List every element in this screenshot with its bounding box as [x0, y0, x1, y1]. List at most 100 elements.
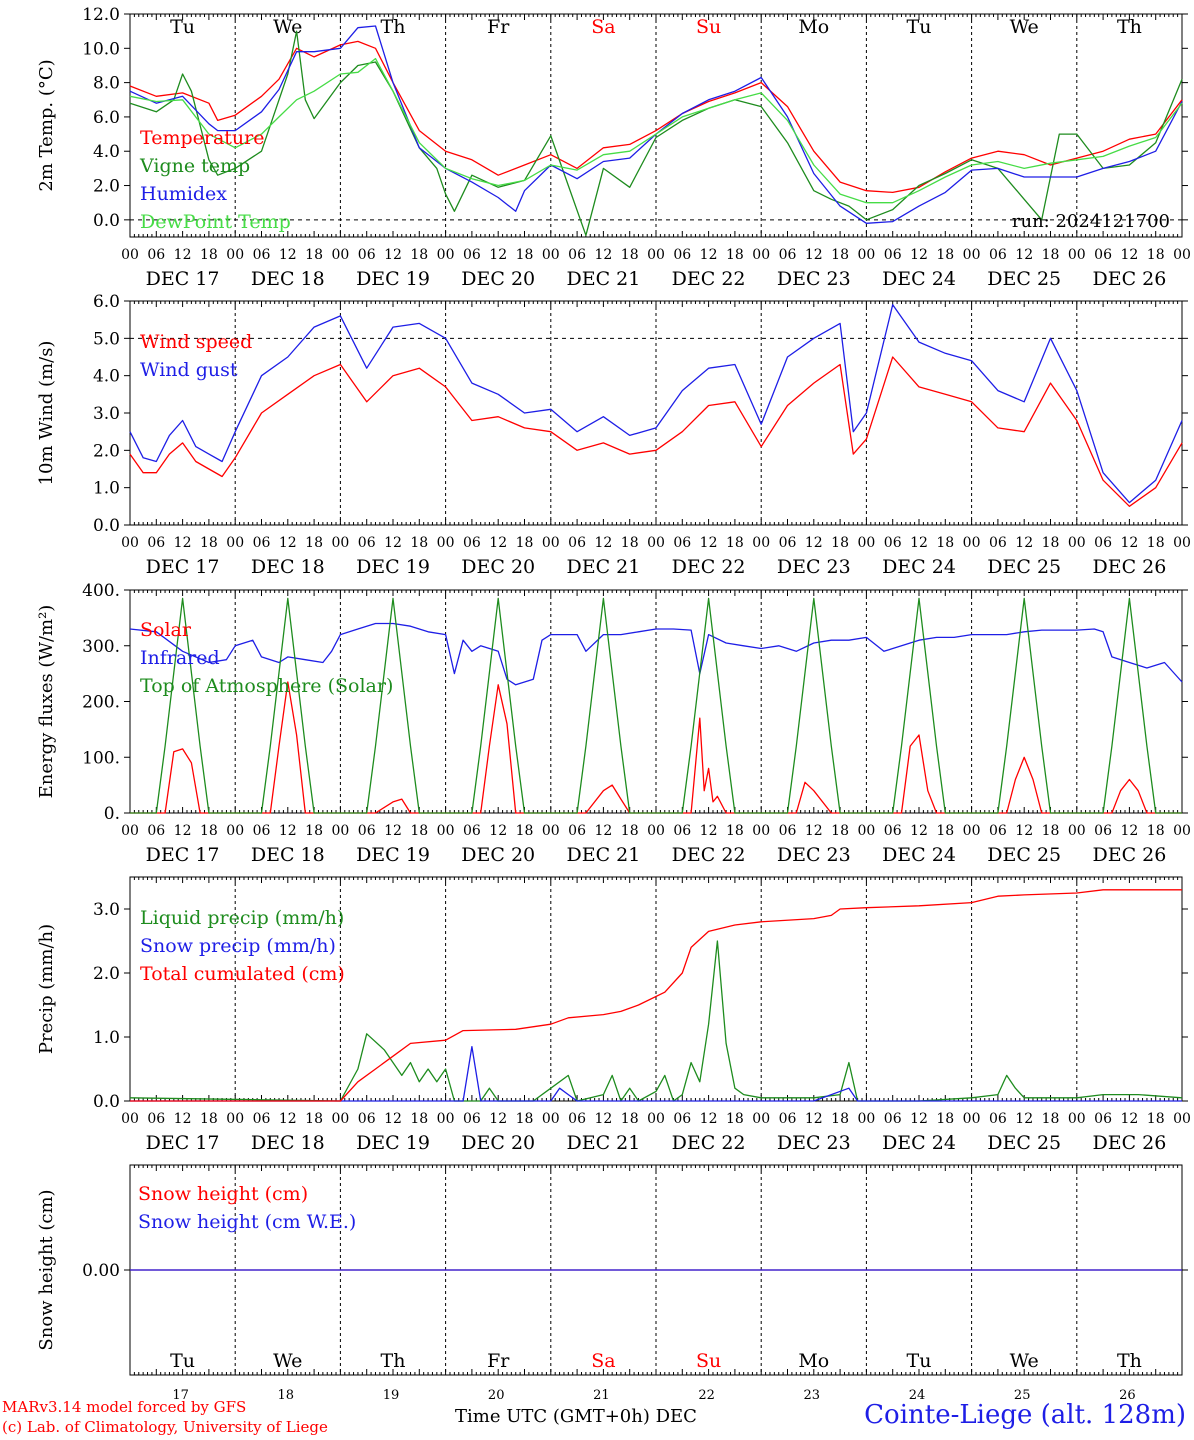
weekday-label: We — [273, 16, 302, 38]
series-line — [130, 597, 1182, 814]
series-line — [129, 940, 1183, 1102]
x-tick-label: 00 — [1173, 823, 1191, 839]
day-label: DEC 17 — [146, 268, 220, 290]
x-tick-label: 00 — [542, 535, 560, 551]
weekday-label: We — [1010, 16, 1039, 38]
day-label: DEC 21 — [566, 268, 640, 290]
legend-entry: Wind gust — [140, 359, 238, 381]
x-tick-label: 00 — [331, 1111, 349, 1127]
weekday-label: Th — [381, 16, 406, 38]
x-tick-label: 06 — [463, 247, 481, 263]
x-tick-label: 00 — [1173, 1111, 1191, 1127]
weekday-label: Fr — [487, 1350, 510, 1372]
day-number-label: 18 — [278, 1388, 295, 1403]
x-tick-label: 12 — [1015, 247, 1033, 263]
x-tick-label: 06 — [463, 535, 481, 551]
day-label: DEC 18 — [251, 268, 325, 290]
x-tick-label: 00 — [857, 823, 875, 839]
x-tick-label: 18 — [200, 247, 218, 263]
y-tick-label: 8.0 — [93, 74, 120, 94]
day-label: DEC 18 — [251, 556, 325, 578]
x-tick-label: 00 — [331, 823, 349, 839]
x-tick-label: 12 — [805, 823, 823, 839]
x-tick-label: 06 — [989, 247, 1007, 263]
x-tick-label: 18 — [936, 1111, 954, 1127]
day-label: DEC 20 — [461, 556, 535, 578]
x-tick-label: 00 — [752, 1111, 770, 1127]
x-tick-label: 00 — [857, 1111, 875, 1127]
day-number-label: 22 — [698, 1388, 715, 1403]
x-tick-label: 00 — [437, 1111, 455, 1127]
day-label: DEC 22 — [672, 1132, 746, 1154]
x-tick-label: 18 — [621, 247, 639, 263]
x-tick-label: 00 — [226, 1111, 244, 1127]
x-tick-label: 18 — [726, 1111, 744, 1127]
legend-entry: Infrared — [140, 647, 220, 669]
x-tick-label: 12 — [1120, 247, 1138, 263]
x-tick-label: 18 — [621, 823, 639, 839]
x-tick-label: 18 — [621, 535, 639, 551]
x-tick-label: 12 — [700, 1111, 718, 1127]
y-tick-label: 3.0 — [93, 900, 120, 920]
x-tick-label: 18 — [305, 535, 323, 551]
x-tick-label: 00 — [1068, 535, 1086, 551]
series-line — [129, 40, 1183, 194]
day-label: DEC 18 — [251, 844, 325, 866]
x-tick-label: 06 — [673, 247, 691, 263]
day-label: DEC 26 — [1092, 844, 1166, 866]
x-tick-label: 06 — [884, 1111, 902, 1127]
x-tick-label: 12 — [489, 535, 507, 551]
x-tick-label: 00 — [647, 1111, 665, 1127]
day-label: DEC 18 — [251, 1132, 325, 1154]
day-label: DEC 23 — [777, 556, 851, 578]
day-label: DEC 25 — [987, 556, 1061, 578]
day-label: DEC 22 — [672, 556, 746, 578]
weekday-label: We — [273, 1350, 302, 1372]
weekday-label: Tu — [170, 1350, 195, 1372]
day-label: DEC 25 — [987, 268, 1061, 290]
x-tick-label: 18 — [410, 247, 428, 263]
x-tick-label: 06 — [358, 823, 376, 839]
day-label: DEC 26 — [1092, 268, 1166, 290]
x-tick-label: 00 — [963, 535, 981, 551]
day-label: DEC 19 — [356, 268, 430, 290]
x-tick-label: 06 — [568, 247, 586, 263]
x-tick-label: 12 — [384, 535, 402, 551]
x-tick-label: 18 — [410, 823, 428, 839]
series-line — [129, 25, 1183, 224]
x-tick-label: 00 — [1173, 535, 1191, 551]
x-tick-label: 00 — [857, 247, 875, 263]
x-tick-label: 06 — [1094, 1111, 1112, 1127]
x-tick-label: 00 — [121, 1111, 139, 1127]
day-label: DEC 25 — [987, 1132, 1061, 1154]
x-tick-label: 06 — [253, 535, 271, 551]
y-tick-label: 2.0 — [93, 177, 120, 197]
x-tick-label: 12 — [1120, 535, 1138, 551]
x-tick-label: 12 — [489, 1111, 507, 1127]
series-line — [129, 30, 1183, 236]
x-tick-label: 00 — [647, 247, 665, 263]
x-tick-label: 00 — [437, 247, 455, 263]
x-tick-label: 00 — [1068, 247, 1086, 263]
day-number-label: 23 — [804, 1388, 821, 1403]
x-tick-label: 06 — [779, 1111, 797, 1127]
x-tick-label: 18 — [726, 823, 744, 839]
legend-entry: Vigne temp — [139, 155, 250, 177]
x-tick-label: 12 — [805, 1111, 823, 1127]
x-tick-label: 06 — [253, 1111, 271, 1127]
x-tick-label: 12 — [384, 823, 402, 839]
x-tick-label: 18 — [726, 247, 744, 263]
y-tick-label: 5.0 — [93, 329, 120, 349]
x-tick-label: 00 — [963, 1111, 981, 1127]
weekday-label: We — [1010, 1350, 1039, 1372]
x-tick-label: 18 — [1147, 823, 1165, 839]
month-label: DEC — [655, 1406, 697, 1427]
y-tick-label: 0.00 — [82, 1261, 120, 1281]
day-label: DEC 26 — [1092, 556, 1166, 578]
day-label: DEC 19 — [356, 1132, 430, 1154]
y-tick-label: 0.0 — [93, 211, 120, 231]
x-tick-label: 12 — [594, 823, 612, 839]
x-tick-label: 06 — [779, 247, 797, 263]
y-tick-label: 2.0 — [93, 964, 120, 984]
x-tick-label: 18 — [516, 823, 534, 839]
